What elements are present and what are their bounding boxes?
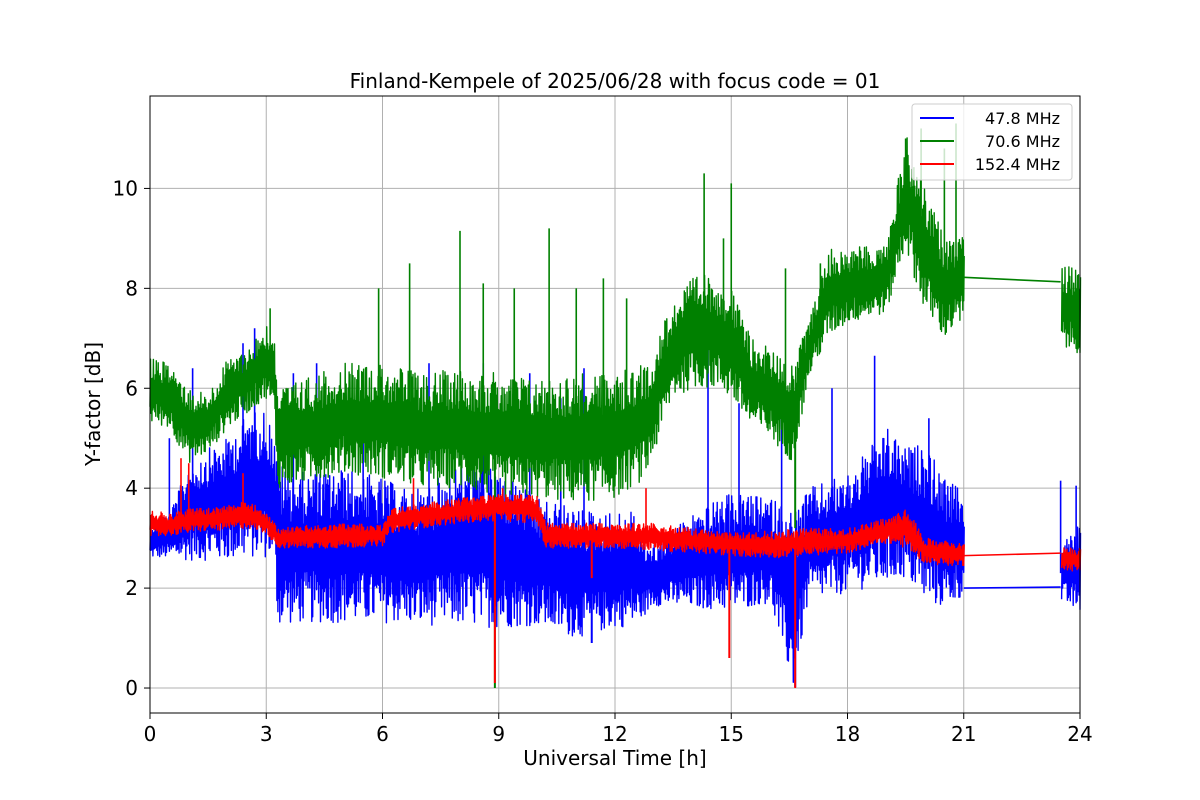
y-tick-label: 0: [125, 676, 138, 700]
series-layer: [149, 123, 1082, 689]
y-tick-label: 6: [125, 376, 138, 400]
x-tick-label: 12: [602, 722, 627, 746]
gap-bridge-line: [963, 276, 1061, 283]
gap-bridge-line: [963, 552, 1061, 557]
x-axis-label: Universal Time [h]: [523, 746, 706, 770]
legend-box: [911, 103, 1073, 181]
x-tick-label: 3: [260, 722, 273, 746]
chart-title: Finland-Kempele of 2025/06/28 with focus…: [350, 69, 881, 93]
legend: 47.8 MHz 70.6 MHz 152.4 MHz: [911, 103, 1073, 181]
series-line: [149, 137, 1082, 501]
y-tick-label: 10: [113, 176, 138, 200]
legend-label: 152.4 MHz: [975, 155, 1060, 174]
x-tick-label: 21: [951, 722, 976, 746]
x-tick-label: 0: [144, 722, 157, 746]
x-tick-label: 9: [492, 722, 505, 746]
y-tick-label: 4: [125, 476, 138, 500]
x-tick-label: 18: [835, 722, 860, 746]
y-axis-label: Y-factor [dB]: [81, 342, 105, 467]
y-tick-label: 8: [125, 276, 138, 300]
x-tick-label: 15: [719, 722, 744, 746]
y-tick-label: 2: [125, 576, 138, 600]
series-152-4-MHz: [149, 458, 1082, 689]
gap-bridge-line: [963, 586, 1061, 589]
series-70-6-MHz: [149, 123, 1082, 689]
x-tick-label: 6: [376, 722, 389, 746]
legend-label: 47.8 MHz: [985, 109, 1060, 128]
legend-label: 70.6 MHz: [985, 132, 1060, 151]
series-line: [149, 493, 1082, 572]
x-tick-label: 24: [1067, 722, 1092, 746]
